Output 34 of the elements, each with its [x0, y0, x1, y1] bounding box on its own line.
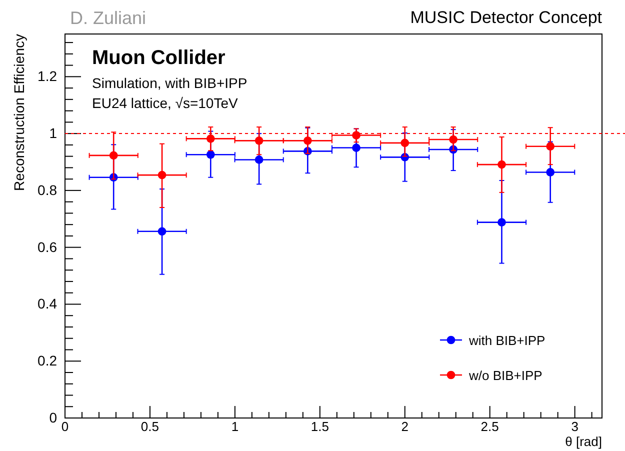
- y-tick-label: 0.4: [38, 296, 58, 312]
- point: [400, 138, 410, 148]
- y-tick-label: 1: [49, 125, 58, 142]
- point: [109, 151, 118, 160]
- text: D. Zuliani: [70, 8, 146, 28]
- x-tick-label: 3: [571, 419, 578, 434]
- legend-label: w/o BIB+IPP: [468, 368, 542, 383]
- point: [158, 170, 166, 180]
- point: [254, 136, 264, 145]
- x-axis-title: θ [rad]: [565, 434, 602, 449]
- x-tick-label: 0.5: [140, 419, 160, 434]
- annotation: EU24 lattice, √s=10TeV: [92, 95, 238, 111]
- y-tick-label: 0.2: [38, 352, 58, 369]
- point: [303, 136, 312, 145]
- x-tick-label: 1: [231, 419, 239, 434]
- point: [498, 160, 506, 169]
- y-tick-label: 1.2: [38, 68, 58, 84]
- point: [352, 131, 360, 140]
- x-tick-label: 2: [401, 419, 408, 434]
- point: [498, 218, 506, 226]
- legend-label: with BIB+IPP: [468, 333, 546, 348]
- point: [449, 135, 458, 144]
- annotation: Muon Collider: [92, 47, 226, 69]
- point: [158, 227, 166, 236]
- chart-title: MUSIC Detector Concept: [410, 8, 602, 27]
- annotation: Simulation, with BIB+IPP: [92, 75, 248, 91]
- y-tick-label: 0.6: [38, 238, 58, 255]
- x-tick-label: 1.5: [310, 419, 329, 434]
- y-tick-label: 0.8: [38, 182, 58, 198]
- point: [546, 168, 555, 176]
- x-tick-label: 2.5: [480, 419, 499, 434]
- x-tick-label: 0: [61, 419, 69, 434]
- y-axis-title: Reconstruction Efficiency: [11, 34, 27, 191]
- point: [206, 134, 215, 143]
